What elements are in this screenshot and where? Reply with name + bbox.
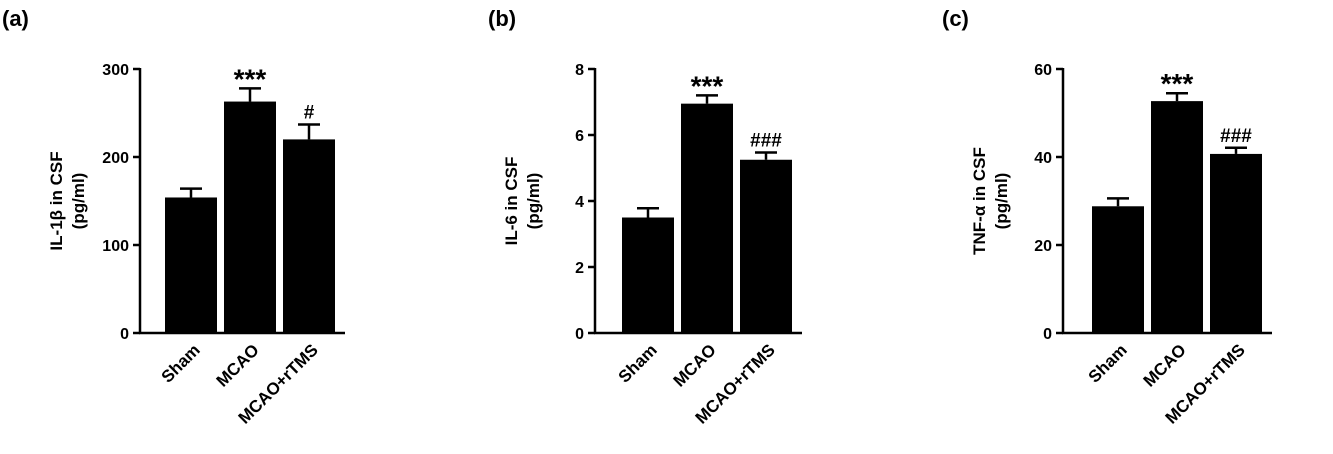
panel-label: (b) — [488, 6, 516, 31]
y-axis-label: IL-1β in CSF (pg/ml) — [47, 151, 88, 250]
category-label: MCAO — [1140, 340, 1190, 390]
y-tick-label: 8 — [575, 62, 584, 79]
y-axis-label-line1: TNF-α in CSF — [970, 147, 989, 255]
y-axis-label-line1: IL-1β in CSF — [47, 151, 66, 250]
panel-label: (a) — [2, 6, 29, 31]
bar-mcao — [681, 103, 733, 334]
category-label: Sham — [615, 340, 661, 386]
significance-label: *** — [234, 63, 267, 94]
category-label: MCAO — [213, 340, 263, 390]
bar-mcao-rtms — [1210, 153, 1262, 333]
y-tick-label: 300 — [102, 62, 129, 79]
chart-panel-1: (a) 0 100 200 300 IL-1β in CSF (pg/ml) Sham *** M… — [2, 6, 345, 428]
y-tick-label: 60 — [1034, 62, 1052, 79]
y-axis-label-line2: (pg/ml) — [992, 173, 1011, 230]
y-tick-label: 2 — [575, 260, 584, 277]
y-tick-label: 200 — [102, 150, 129, 167]
y-axis-label-line2: (pg/ml) — [69, 173, 88, 230]
significance-label: *** — [1161, 68, 1194, 99]
bar-mcao-rtms — [283, 139, 335, 333]
y-tick-label: 0 — [120, 326, 129, 343]
chart-panel-3: (c) 0 20 40 60 TNF-α in CSF (pg/ml) Sham *** MCAO… — [942, 6, 1272, 428]
category-label: Sham — [158, 340, 204, 386]
y-axis-label: TNF-α in CSF (pg/ml) — [970, 147, 1011, 255]
panel-label: (c) — [942, 6, 969, 31]
significance-label: ### — [750, 130, 782, 151]
y-axis-label: IL-6 in CSF (pg/ml) — [502, 157, 543, 246]
bar-sham — [622, 217, 674, 333]
y-axis-label-line1: IL-6 in CSF — [502, 157, 521, 246]
bar-sham — [1092, 206, 1144, 333]
y-tick-label: 0 — [575, 326, 584, 343]
y-tick-label: 6 — [575, 128, 584, 145]
bar-mcao — [224, 101, 276, 333]
y-axis-label-line2: (pg/ml) — [524, 173, 543, 230]
significance-label: # — [304, 102, 315, 123]
significance-label: ### — [1220, 126, 1252, 147]
chart-panel-2: (b) 0 2 4 6 8 IL-6 in CSF (pg/ml) Sham *** MCAO ###… — [488, 6, 802, 428]
category-label: Sham — [1085, 340, 1131, 386]
significance-label: *** — [691, 70, 724, 101]
y-tick-label: 0 — [1043, 326, 1052, 343]
bar-mcao-rtms — [740, 159, 792, 333]
y-tick-label: 4 — [575, 194, 584, 211]
bar-sham — [165, 197, 217, 333]
y-tick-label: 40 — [1034, 150, 1052, 167]
bar-mcao — [1151, 101, 1203, 334]
y-tick-label: 20 — [1034, 238, 1052, 255]
y-tick-label: 100 — [102, 238, 129, 255]
category-label: MCAO — [670, 340, 720, 390]
